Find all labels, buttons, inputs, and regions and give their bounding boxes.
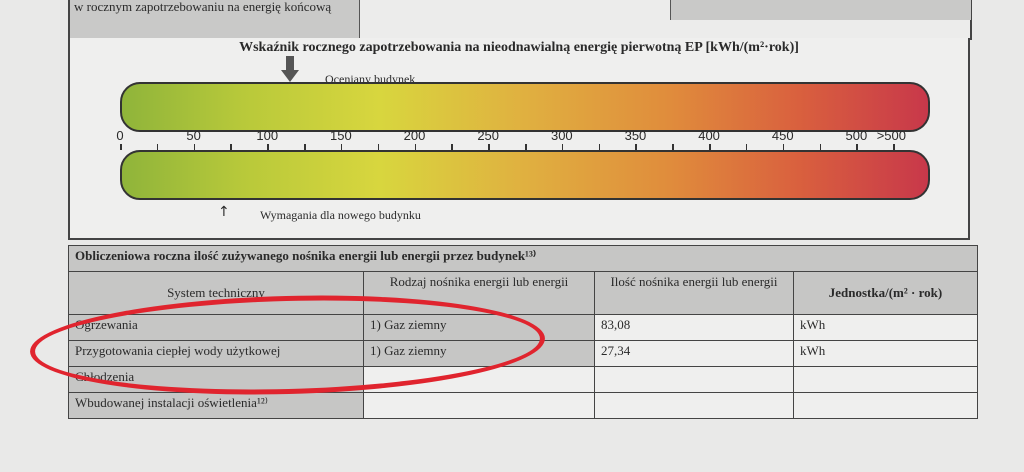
- scale-tick-label: 150: [330, 128, 352, 143]
- scale-tick: [304, 144, 306, 150]
- scale-tick: [709, 144, 711, 150]
- scale-tick-label: 100: [256, 128, 279, 143]
- scale-tick-label: 400: [698, 128, 720, 143]
- ep-scale-box: Wskaźnik rocznego zapotrzebowania na nie…: [68, 38, 970, 240]
- cell-amount: [594, 366, 794, 393]
- scale-tick-label: 300: [550, 128, 573, 143]
- scale-tick-label: 450: [771, 128, 794, 143]
- scale-tick: [598, 144, 601, 150]
- scale-tick-label: 500: [845, 128, 868, 143]
- cell-system: Ogrzewania: [68, 314, 364, 341]
- scale-tick: [635, 144, 637, 150]
- cell-system: Przygotowania ciepłej wody użytkowej: [68, 340, 364, 367]
- cell-unit: kWh: [793, 314, 978, 341]
- scale-tick: [672, 144, 674, 150]
- header-system: System techniczny: [68, 271, 364, 315]
- cell-unit: [793, 366, 978, 393]
- top-section: w rocznym zapotrzebowaniu na energię koń…: [68, 0, 972, 40]
- scale-tick: [267, 144, 269, 150]
- cell-unit: [793, 392, 978, 419]
- scale-tick: [193, 144, 196, 150]
- cell-carrier: [363, 392, 595, 419]
- table-row: Przygotowania ciepłej wody użytkowej 1) …: [68, 340, 978, 367]
- top-cell-gray: [670, 0, 971, 20]
- cell-system: Wbudowanej instalacji oświetlenia¹²⁾: [68, 392, 364, 419]
- scale-tick: [893, 144, 895, 150]
- cell-unit: kWh: [793, 340, 978, 367]
- scale-tick: [414, 144, 417, 150]
- scale-tick: [156, 144, 159, 150]
- scale-tick-label: 0: [116, 128, 124, 143]
- scale-tick-label: 250: [477, 128, 500, 143]
- ep-scale-title: Wskaźnik rocznego zapotrzebowania na nie…: [239, 40, 799, 55]
- scale-tick: [819, 144, 822, 150]
- scale-tick-label: 350: [624, 128, 647, 143]
- scale-tick: [525, 144, 527, 150]
- table-row: Wbudowanej instalacji oświetlenia¹²⁾: [68, 392, 978, 419]
- top-cell-label: w rocznym zapotrzebowaniu na energię koń…: [70, 0, 360, 38]
- scale-tick-label: 50: [186, 128, 201, 143]
- scale-tick: [340, 144, 343, 150]
- scale-tick-label: 200: [403, 128, 426, 143]
- scale-tick: [451, 144, 453, 150]
- assessed-bar: [120, 82, 930, 132]
- scale-tick: [782, 144, 785, 150]
- table-row: Chłodzenia: [68, 366, 978, 393]
- scale-tick: [377, 144, 380, 150]
- cell-amount: 27,34: [594, 340, 794, 367]
- table-title: Obliczeniowa roczna ilość zużywanego noś…: [68, 245, 978, 272]
- cell-amount: [594, 392, 794, 419]
- cell-carrier: [363, 366, 595, 393]
- scale-overflow-label: >500: [876, 128, 907, 143]
- scale-tick: [856, 144, 858, 150]
- requirement-bar: [120, 150, 930, 200]
- header-carrier: Rodzaj nośnika energii lub energii: [363, 271, 595, 315]
- requirement-label: Wymagania dla nowego budynku: [260, 208, 421, 222]
- energy-table: Obliczeniowa roczna ilość zużywanego noś…: [68, 245, 978, 419]
- scale-tick: [561, 144, 564, 150]
- scale-tick: [230, 144, 232, 150]
- header-amount: Ilość nośnika energii lub energii: [594, 271, 794, 315]
- cell-system: Chłodzenia: [68, 366, 364, 393]
- header-unit: Jednostka/(m² · rok): [793, 271, 978, 315]
- scale-tick: [488, 144, 490, 150]
- cell-amount: 83,08: [594, 314, 794, 341]
- scale-tick: [745, 144, 748, 150]
- scale-tick: [120, 144, 122, 150]
- up-arrow-icon: ↑: [218, 204, 230, 220]
